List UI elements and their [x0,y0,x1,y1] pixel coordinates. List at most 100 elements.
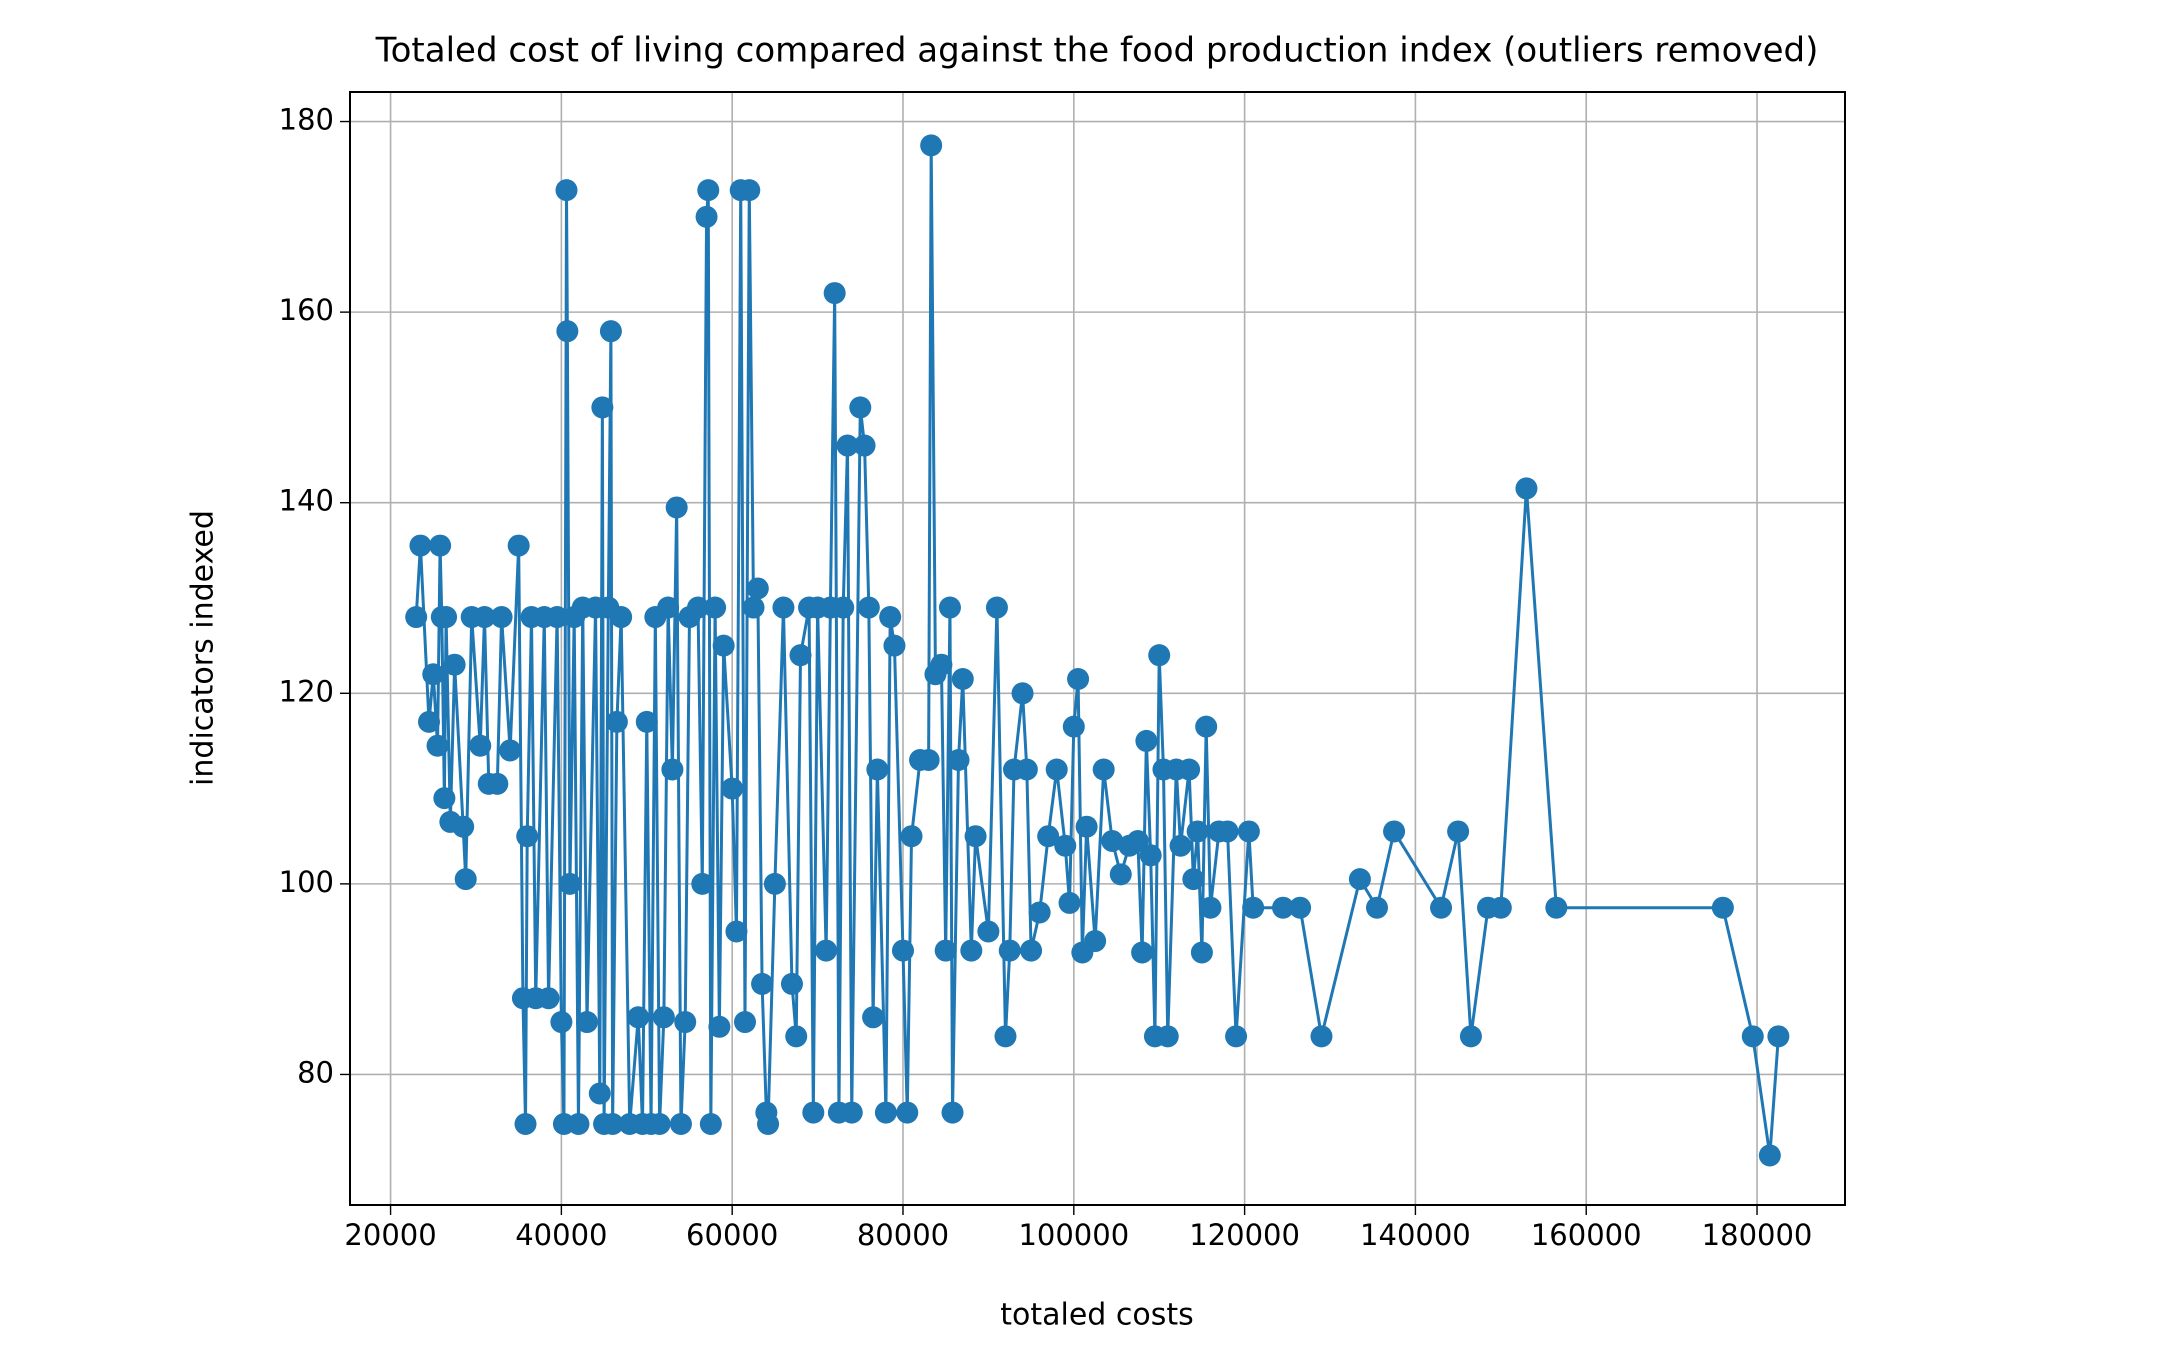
data-point [789,644,812,667]
data-point [874,1101,897,1124]
data-point [1045,758,1068,781]
x-tick-label: 60000 [686,1218,778,1252]
y-tick-label: 80 [297,1055,334,1089]
data-point [486,772,509,795]
x-tick-label: 120000 [1189,1218,1300,1252]
data-point [1058,891,1081,914]
data-point [998,939,1021,962]
data-point [1156,1025,1179,1048]
data-point [1169,834,1192,857]
data-point [1135,729,1158,752]
data-point [896,1101,919,1124]
data-point [930,653,953,676]
data-point [499,739,522,762]
data-point [985,596,1008,619]
data-point [832,596,855,619]
data-point [674,1011,697,1034]
data-point [1383,820,1406,843]
data-point [1028,901,1051,924]
data-point [652,1006,675,1029]
data-point [555,179,578,202]
data-point [516,825,539,848]
data-point [514,1113,537,1136]
data-point [469,734,492,757]
data-point [610,606,633,629]
data-point [695,205,718,228]
data-point [994,1025,1017,1048]
data-point [891,939,914,962]
data-point [941,1101,964,1124]
data-point [862,1006,885,1029]
data-point [1195,715,1218,738]
data-point [900,825,923,848]
data-point [433,787,456,810]
data-point [1741,1025,1764,1048]
data-point [951,667,974,690]
data-point [429,534,452,557]
data-point [1225,1025,1248,1048]
data-point [1272,896,1295,919]
data-point [1101,829,1124,852]
data-point [443,653,466,676]
plot-frame [349,91,1846,1206]
data-point [537,987,560,1010]
data-point [1447,820,1470,843]
data-point [1365,896,1388,919]
y-tick-label: 160 [279,293,334,327]
x-tick-label: 80000 [857,1218,949,1252]
data-point [964,825,987,848]
data-point [452,815,475,838]
data-point [409,534,432,557]
data-point [1062,715,1085,738]
data-point [661,758,684,781]
data-point [599,320,622,343]
data-point [657,596,680,619]
data-point [879,606,902,629]
data-point [1126,829,1149,852]
data-point [601,1113,624,1136]
data-point [1092,758,1115,781]
x-tick-label: 180000 [1702,1218,1813,1252]
data-point [635,710,658,733]
data-point [1139,844,1162,867]
data-point [1767,1025,1790,1048]
data-point [648,1113,671,1136]
data-point [947,748,970,771]
data-point [1186,820,1209,843]
data-point [751,972,774,995]
data-point [1237,820,1260,843]
data-point [697,179,720,202]
data-point [815,939,838,962]
data-point [687,596,710,619]
data-point [853,434,876,457]
x-tick-label: 160000 [1531,1218,1642,1252]
data-point [1037,825,1060,848]
x-tick-label: 100000 [1018,1218,1129,1252]
data-point [627,1006,650,1029]
data-point [1109,863,1132,886]
data-point [1190,941,1213,964]
data-point [1711,896,1734,919]
x-tick-label: 20000 [344,1218,436,1252]
data-point [1348,868,1371,891]
data-point [605,710,628,733]
data-point [556,320,579,343]
data-point [1182,868,1205,891]
y-tick-label: 180 [279,103,334,137]
data-point [785,1025,808,1048]
data-point [669,1113,692,1136]
data-point [708,1015,731,1038]
data-point [1545,896,1568,919]
data-point [857,596,880,619]
data-point [883,634,906,657]
data-point [507,534,530,557]
data-point [699,1113,722,1136]
x-axis-label: totaled costs [1000,1298,1194,1333]
data-point [546,606,569,629]
data-point [733,1011,756,1034]
data-point [422,663,445,686]
data-point [938,596,961,619]
data-point [738,179,761,202]
data-point [454,868,477,891]
